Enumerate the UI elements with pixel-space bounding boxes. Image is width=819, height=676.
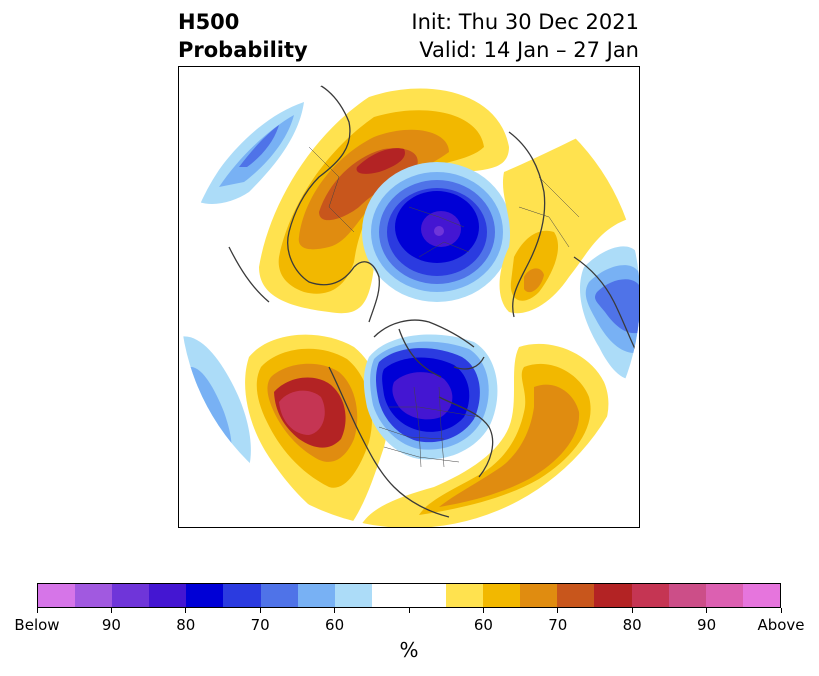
anomaly-western-us-positive: [245, 334, 388, 527]
colorbar-tick-label: 90: [697, 616, 717, 634]
colorbar-tick-label: 60: [473, 616, 493, 634]
probability-map: [180, 68, 639, 527]
colorbar-segment: [260, 584, 298, 607]
anomaly-north-pacific-negative: [199, 102, 304, 204]
valid-range: Valid: 14 Jan – 27 Jan: [419, 38, 639, 62]
colorbar-segment: [223, 584, 261, 607]
colorbar-unit: %: [399, 638, 419, 662]
colorbar-tick-label: 70: [548, 616, 568, 634]
map-panel: [178, 66, 640, 528]
colorbar-tick: [185, 608, 187, 613]
colorbar-segment: [297, 584, 335, 607]
colorbar-tick: [780, 608, 782, 613]
colorbar-tick-label: 70: [250, 616, 270, 634]
colorbar-tick: [482, 608, 484, 613]
title-variable: H500: [178, 10, 240, 34]
colorbar-segment: [446, 584, 484, 607]
colorbar-tick-label: Below: [14, 616, 60, 634]
colorbar-segment: [38, 584, 76, 607]
colorbar-segment: [705, 584, 743, 607]
colorbar-segment: [668, 584, 706, 607]
colorbar-tick: [259, 608, 261, 613]
colorbar-segment: [371, 584, 409, 607]
colorbar-segment: [149, 584, 187, 607]
colorbar-tick: [36, 608, 38, 613]
colorbar-tick: [631, 608, 633, 613]
colorbar-tick: [557, 608, 559, 613]
political-boundaries: [308, 146, 580, 468]
colorbar-tick: [706, 608, 708, 613]
anomaly-eurasia-positive: [499, 127, 635, 314]
colorbar-segment: [334, 584, 372, 607]
colorbar-tick-label: 80: [176, 616, 196, 634]
init-date: Init: Thu 30 Dec 2021: [411, 10, 639, 34]
colorbar-tick-label: 60: [325, 616, 345, 634]
colorbar-tick-label: 90: [101, 616, 121, 634]
colorbar-segment: [742, 584, 780, 607]
colorbar-segment: [520, 584, 558, 607]
colorbar-segment: [557, 584, 595, 607]
anomaly-arctic-negative: [362, 162, 512, 302]
title-product: Probability: [178, 38, 308, 62]
colorbar-tick-label: Above: [757, 616, 805, 634]
colorbar-tick: [408, 608, 410, 613]
anomaly-north-atlantic-positive: [359, 343, 609, 527]
colorbar-segment: [631, 584, 669, 607]
colorbar-tick-label: 80: [622, 616, 642, 634]
title-left: H500 Probability: [178, 8, 308, 64]
colorbar: [37, 583, 781, 608]
colorbar-segment: [594, 584, 632, 607]
colorbar-tick: [334, 608, 336, 613]
colorbar-tick: [110, 608, 112, 613]
title-right: Init: Thu 30 Dec 2021 Valid: 14 Jan – 27…: [411, 8, 639, 64]
colorbar-segment: [75, 584, 113, 607]
colorbar-segment: [112, 584, 150, 607]
colorbar-segment: [483, 584, 521, 607]
colorbar-segment: [408, 584, 447, 607]
colorbar-segment: [186, 584, 224, 607]
